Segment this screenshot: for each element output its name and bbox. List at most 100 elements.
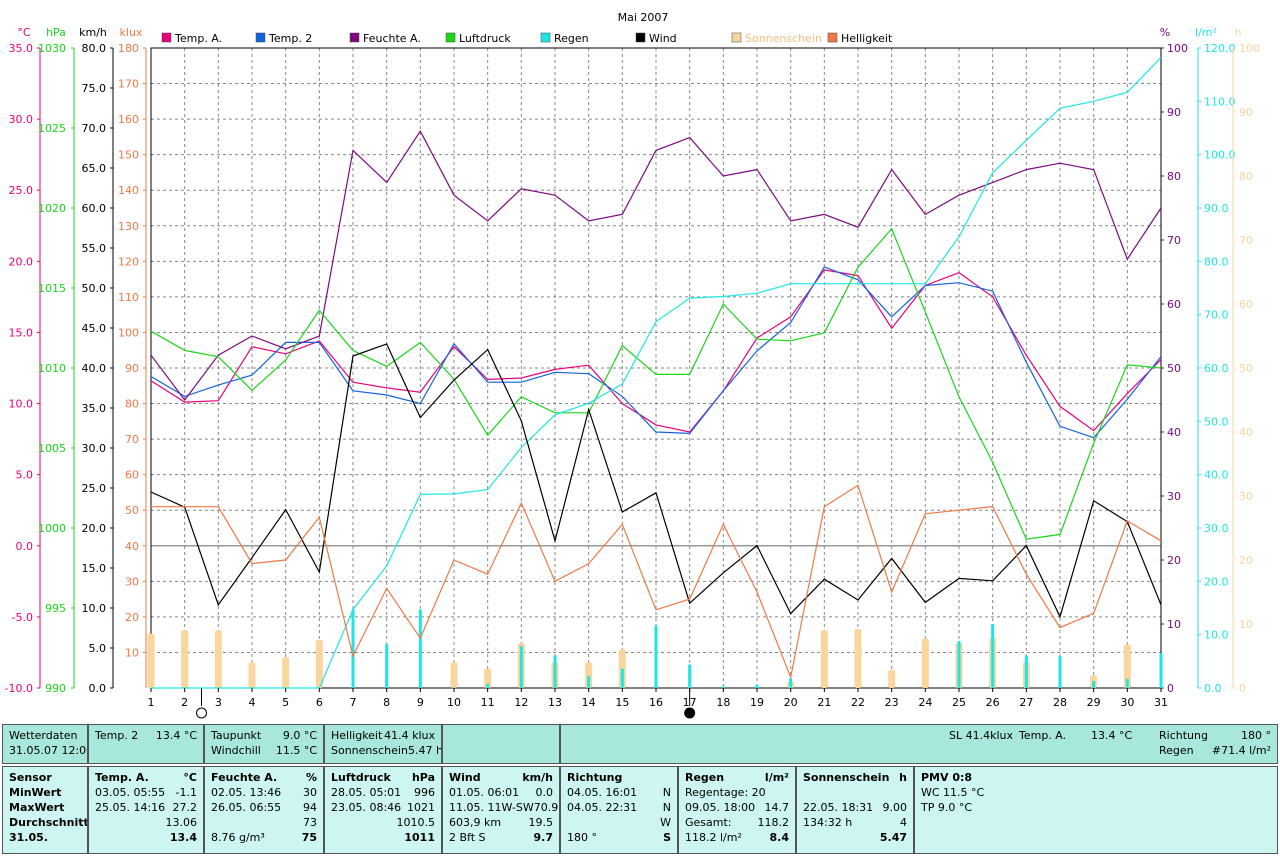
info-wetterdaten: Wetterdaten 31.05.07 12:00 <box>2 724 88 764</box>
sonne-title: Sonnenschein <box>803 771 890 784</box>
tick-label-pressure: 1015 <box>38 282 66 295</box>
sunshine-bar <box>181 630 189 688</box>
regen-gesamt: 118.2 <box>757 816 790 829</box>
sensor-date: 31.05. <box>9 831 48 844</box>
tick-label-pressure: 1010 <box>38 362 66 375</box>
windchill-value: 11.5 °C <box>275 744 317 757</box>
tick-label-wind: 10.0 <box>82 602 107 615</box>
tick-label-humidity: 20 <box>1167 554 1181 567</box>
tick-label-klux: 80 <box>125 398 139 411</box>
rain-bar <box>1159 653 1163 688</box>
sunshine-bar <box>585 662 593 688</box>
tick-label-klux: 90 <box>125 362 139 375</box>
temp2-value: 13.4 °C <box>155 729 197 742</box>
stats-richtung: Richtung 04.05. 16:01 N 04.05. 22:31 N W 1… <box>560 766 678 854</box>
tick-label-wind: 25.0 <box>82 482 107 495</box>
tick-label-klux: 170 <box>118 78 139 91</box>
tick-label-pressure: 990 <box>45 682 66 695</box>
tick-label-humidity: 60 <box>1167 298 1181 311</box>
rain-bar <box>654 625 658 688</box>
chart-grid <box>150 47 1162 689</box>
legend-label: Feuchte A. <box>363 32 421 45</box>
tick-label-sun: 10 <box>1239 618 1253 631</box>
tempa-max-time: 25.05. 14:16 <box>95 801 166 814</box>
wind-unit: km/h <box>522 771 553 784</box>
tick-label-humidity: 0 <box>1167 682 1174 695</box>
info-temp2: Temp. 2 13.4 °C <box>88 724 204 764</box>
tick-label-pressure: 1020 <box>38 202 66 215</box>
legend-label: Wind <box>649 32 677 45</box>
x-tick-label: 13 <box>548 696 562 709</box>
tick-label-humidity: 10 <box>1167 618 1181 631</box>
tick-label-temp: -10.0 <box>5 682 33 695</box>
tick-label-temp: 0.0 <box>16 540 34 553</box>
sunshine-bar <box>921 638 929 688</box>
tick-label-klux: 110 <box>118 291 139 304</box>
tick-label-klux: 40 <box>125 540 139 553</box>
tick-label-sun: 20 <box>1239 554 1253 567</box>
wind-avg: 19.5 <box>528 816 554 829</box>
tick-label-klux: 30 <box>125 575 139 588</box>
tick-label-wind: 75.0 <box>82 82 107 95</box>
regen-unit: l/m² <box>764 771 789 784</box>
tick-label-wind: 0.0 <box>89 682 107 695</box>
rain-bar <box>789 678 793 688</box>
helligkeit-label: Helligkeit <box>331 729 383 742</box>
x-tick-label: 18 <box>716 696 730 709</box>
regen-regentage: Regentage: 20 <box>685 786 766 799</box>
sonne-cur: 5.47 <box>879 831 907 844</box>
tempa-unit: °C <box>183 771 197 784</box>
series-helligkeit-line <box>151 484 1162 680</box>
x-tick-label: 15 <box>615 696 629 709</box>
x-tick-label: 26 <box>986 696 1000 709</box>
sunshine-bar <box>820 630 828 688</box>
wind-min-val: 0.0 <box>535 786 554 799</box>
axis-label-humidity: % <box>1160 26 1170 39</box>
sl-text: SL 41.4klux <box>949 729 1014 742</box>
tempa-min-time: 03.05. 05:55 <box>95 786 166 799</box>
tick-label-sun: 100 <box>1239 42 1260 55</box>
helligkeit-value: 41.4 klux <box>384 729 435 742</box>
sonne-max-val: 9.00 <box>882 801 908 814</box>
tick-label-klux: 150 <box>118 149 139 162</box>
tick-label-klux: 10 <box>125 646 139 659</box>
richtung-min-val: N <box>662 786 671 799</box>
x-tick-label: 29 <box>1087 696 1101 709</box>
stats-feuchte: Feuchte A.% 02.05. 13:46 30 26.05. 06:55 9… <box>204 766 324 854</box>
tempa-max-val: 27.2 <box>172 801 198 814</box>
rain-bar <box>351 609 355 688</box>
wetterdaten-label: Wetterdaten <box>9 729 78 742</box>
stats-regen: Regen l/m² Regentage: 20 09.05. 18:00 14.7… <box>678 766 796 854</box>
rain-bar <box>519 645 523 688</box>
tempa-min-val: -1.1 <box>175 786 197 799</box>
wetterdaten-datetime: 31.05.07 12:00 <box>9 744 88 757</box>
legend-swatch <box>731 32 742 43</box>
feuchte-title: Feuchte A. <box>211 771 278 784</box>
sensor-title: Sensor <box>9 771 52 784</box>
tick-label-rain: 70.0 <box>1204 309 1229 322</box>
windchill-label: Windchill <box>211 744 261 757</box>
tick-label-klux: 50 <box>125 504 139 517</box>
regen-gesamt-label: Gesamt: <box>685 816 732 829</box>
tick-label-sun: 0 <box>1239 682 1246 695</box>
tick-label-rain: 80.0 <box>1204 255 1229 268</box>
legend-label: Luftdruck <box>459 32 511 45</box>
tick-label-temp: 35.0 <box>9 42 34 55</box>
sensor-maxwert: MaxWert <box>9 801 65 814</box>
x-tick-label: 27 <box>1019 696 1033 709</box>
axis-label-pressure: hPa <box>46 26 66 39</box>
sunshine-bar <box>888 670 896 688</box>
pmv-tp: TP 9.0 °C <box>921 801 973 814</box>
series-wind-line <box>150 343 1162 619</box>
luftdruck-max-time: 23.05. 08:46 <box>331 801 402 814</box>
tick-label-wind: 5.0 <box>89 642 107 655</box>
sunshine-bar <box>315 640 323 688</box>
sunshine-bar <box>484 668 492 688</box>
sonnenschein-value: 5.47 h <box>407 744 442 757</box>
richtung-max-time: 04.05. 22:31 <box>567 801 638 814</box>
chart-title: Mai 2007 <box>618 11 669 24</box>
tick-label-rain: 40.0 <box>1204 469 1229 482</box>
tick-label-rain: 50.0 <box>1204 415 1229 428</box>
richtung-label: Richtung <box>1159 729 1208 742</box>
luftdruck-unit: hPa <box>411 771 435 784</box>
